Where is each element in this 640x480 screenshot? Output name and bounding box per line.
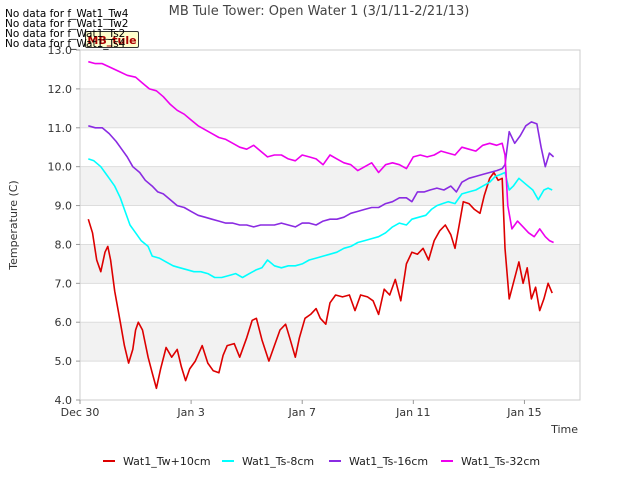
series-line-wat1-tw-10cm bbox=[87, 171, 553, 390]
y-tick-label: 9.0 bbox=[55, 200, 73, 213]
no-data-note: No data for f_Wat1_Tw4 bbox=[5, 8, 129, 20]
grid-band bbox=[80, 50, 580, 89]
x-tick-label: Jan 3 bbox=[176, 406, 204, 419]
no-data-note: No data for f_Wat1_Tw2 bbox=[5, 18, 129, 30]
no-data-note: No data for f_Wat1_Ts4 bbox=[5, 38, 126, 50]
series-lines bbox=[87, 60, 555, 390]
x-tick-label: Jan 7 bbox=[287, 406, 315, 419]
y-tick-label: 10.0 bbox=[48, 161, 73, 174]
legend-label: Wat1_Ts-32cm bbox=[461, 455, 540, 468]
x-axis-ticks: Dec 30 Jan 3 Jan 7 Jan 11 Jan 15 bbox=[61, 400, 542, 419]
legend: Wat1_Tw+10cm Wat1_Ts-8cm Wat1_Ts-16cm Wat1_… bbox=[103, 455, 540, 468]
x-tick-label: Jan 11 bbox=[395, 406, 430, 419]
grid-band bbox=[80, 205, 580, 245]
series-line-wat1-ts-32cm bbox=[88, 60, 554, 244]
grid-band bbox=[80, 88, 580, 128]
legend-label: Wat1_Ts-16cm bbox=[349, 455, 428, 468]
y-tick-label: 13.0 bbox=[48, 44, 73, 57]
grid-band bbox=[80, 127, 580, 167]
plot-frame bbox=[79, 49, 581, 401]
grid-bands bbox=[80, 49, 580, 401]
series-line-wat1-ts-8cm bbox=[88, 158, 553, 279]
y-tick-label: 4.0 bbox=[55, 394, 73, 407]
x-tick-label: Jan 15 bbox=[506, 406, 541, 419]
x-tick-label: Dec 30 bbox=[61, 406, 100, 419]
legend-label: Wat1_Tw+10cm bbox=[123, 455, 211, 468]
y-tick-label: 6.0 bbox=[55, 316, 73, 329]
x-axis-label: Time bbox=[550, 423, 578, 436]
y-tick-label: 5.0 bbox=[55, 355, 73, 368]
series-line-wat1-ts-16cm bbox=[88, 121, 555, 228]
legend-label: Wat1_Ts-8cm bbox=[242, 455, 314, 468]
y-axis-ticks: 4.0 5.0 6.0 7.0 8.0 9.0 10.0 11.0 12.0 13.0 bbox=[48, 44, 80, 407]
grid-band bbox=[80, 244, 580, 284]
grid-band bbox=[80, 361, 580, 400]
y-tick-label: 8.0 bbox=[55, 238, 73, 251]
chart-title: MB Tule Tower: Open Water 1 (3/1/11-2/21… bbox=[169, 4, 470, 19]
y-tick-label: 11.0 bbox=[48, 122, 73, 135]
grid-band bbox=[80, 166, 580, 206]
grid-band bbox=[80, 322, 580, 362]
y-tick-label: 12.0 bbox=[48, 83, 73, 96]
y-axis-label: Temperature (C) bbox=[7, 180, 20, 270]
no-data-note: No data for f_Wat1_Ts2 bbox=[5, 28, 126, 40]
site-badge: MB_tule bbox=[85, 31, 139, 48]
y-tick-label: 7.0 bbox=[55, 277, 73, 290]
